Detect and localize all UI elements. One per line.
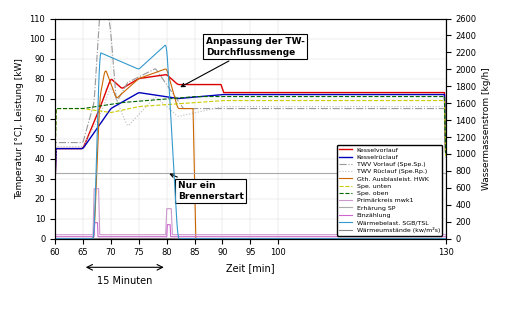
Legend: Kesselvorlauf, Kesselrüclauf, TWV Vorlauf (Spe.Sp.), TWV Rüclauf (Spe.Rp.), Gth.: Kesselvorlauf, Kesselrüclauf, TWV Vorlau… <box>336 145 441 236</box>
Y-axis label: Wassermassenstrom [kg/h]: Wassermassenstrom [kg/h] <box>481 67 490 190</box>
Text: Anpassung der TW-
Durchflussmenge: Anpassung der TW- Durchflussmenge <box>181 37 304 87</box>
Text: 15 Minuten: 15 Minuten <box>97 276 152 286</box>
X-axis label: Zeit [min]: Zeit [min] <box>226 263 274 273</box>
Text: Nur ein
Brennerstart: Nur ein Brennerstart <box>170 174 243 201</box>
Y-axis label: Temperatur [°C], Leistung [kW]: Temperatur [°C], Leistung [kW] <box>15 58 24 199</box>
